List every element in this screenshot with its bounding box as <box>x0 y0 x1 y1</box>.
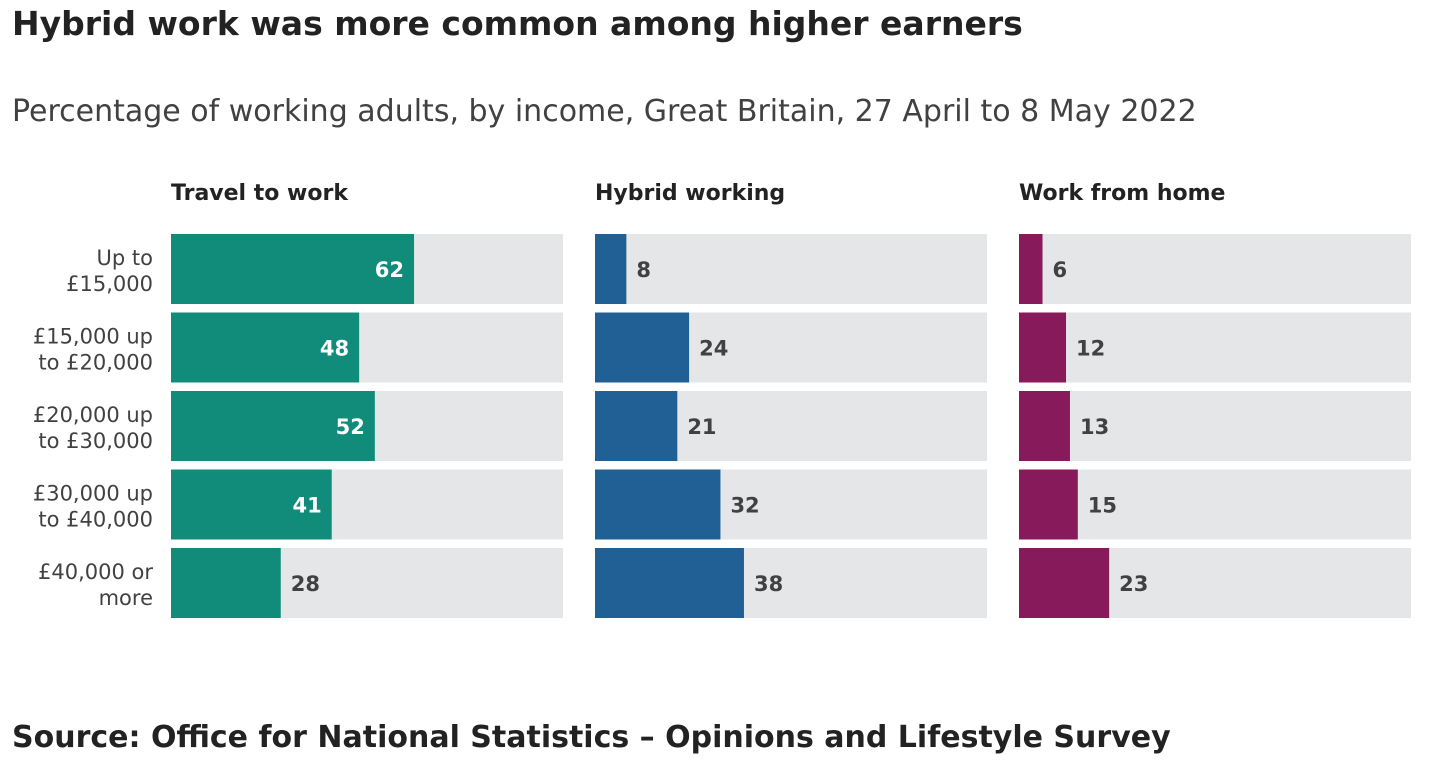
data-label: 41 <box>292 494 321 518</box>
bar-track <box>1019 469 1411 540</box>
data-label: 52 <box>336 415 365 439</box>
panel-title: Travel to work <box>171 181 349 206</box>
category-label-line: to £40,000 <box>38 508 153 532</box>
bar <box>595 391 678 461</box>
category-label-line: Up to <box>97 246 153 270</box>
bar-track <box>595 234 987 304</box>
bar-track <box>1019 234 1411 304</box>
category-label: Up to £15,000 <box>66 246 153 296</box>
data-label: 32 <box>730 494 759 518</box>
category-label-line: to £30,000 <box>38 429 153 453</box>
data-label: 62 <box>375 258 404 282</box>
data-label: 13 <box>1080 415 1109 439</box>
bar-track <box>1019 312 1411 383</box>
data-label: 15 <box>1088 494 1117 518</box>
data-label: 6 <box>1053 258 1068 282</box>
category-label-line: to £20,000 <box>38 351 153 375</box>
bar <box>171 234 415 304</box>
data-label: 21 <box>687 415 716 439</box>
bar <box>1019 548 1110 618</box>
category-label-line: more <box>99 586 153 610</box>
category-label-line: £15,000 up <box>33 325 153 349</box>
category-label: £30,000 up to £40,000 <box>33 482 153 532</box>
category-label: £15,000 up to £20,000 <box>33 325 153 375</box>
bar <box>595 312 690 383</box>
panel-title: Work from home <box>1019 181 1225 206</box>
source-note: Source: Office for National Statistics –… <box>12 720 1171 755</box>
category-label-line: £15,000 <box>66 272 153 296</box>
bar <box>595 234 627 304</box>
data-label: 8 <box>636 258 651 282</box>
data-label: 24 <box>699 337 728 361</box>
bar <box>171 469 332 540</box>
category-label-line: £20,000 up <box>33 403 153 427</box>
category-label: £20,000 up to £30,000 <box>33 403 153 453</box>
bar <box>171 391 375 461</box>
category-label-line: £40,000 or <box>38 560 153 584</box>
bar <box>1019 234 1043 304</box>
data-label: 28 <box>291 572 320 596</box>
bar <box>171 312 360 383</box>
category-label-line: £30,000 up <box>33 482 153 506</box>
chart-title: Hybrid work was more common among higher… <box>12 4 1023 43</box>
bar-track <box>1019 391 1411 461</box>
bar <box>1019 469 1078 540</box>
category-label: £40,000 or more <box>38 560 153 610</box>
data-label: 23 <box>1119 572 1148 596</box>
data-label: 48 <box>320 337 349 361</box>
panel-title: Hybrid working <box>595 181 785 206</box>
bar <box>171 548 281 618</box>
small-multiples-bar-chart: Up to £15,000 £15,000 up to £20,000 £20,000 … <box>33 181 1411 618</box>
bar <box>595 469 721 540</box>
data-label: 38 <box>754 572 783 596</box>
bar <box>595 548 744 618</box>
chart-subtitle: Percentage of working adults, by income,… <box>12 94 1197 129</box>
bar <box>1019 391 1070 461</box>
data-label: 12 <box>1076 337 1105 361</box>
bar <box>1019 312 1067 383</box>
